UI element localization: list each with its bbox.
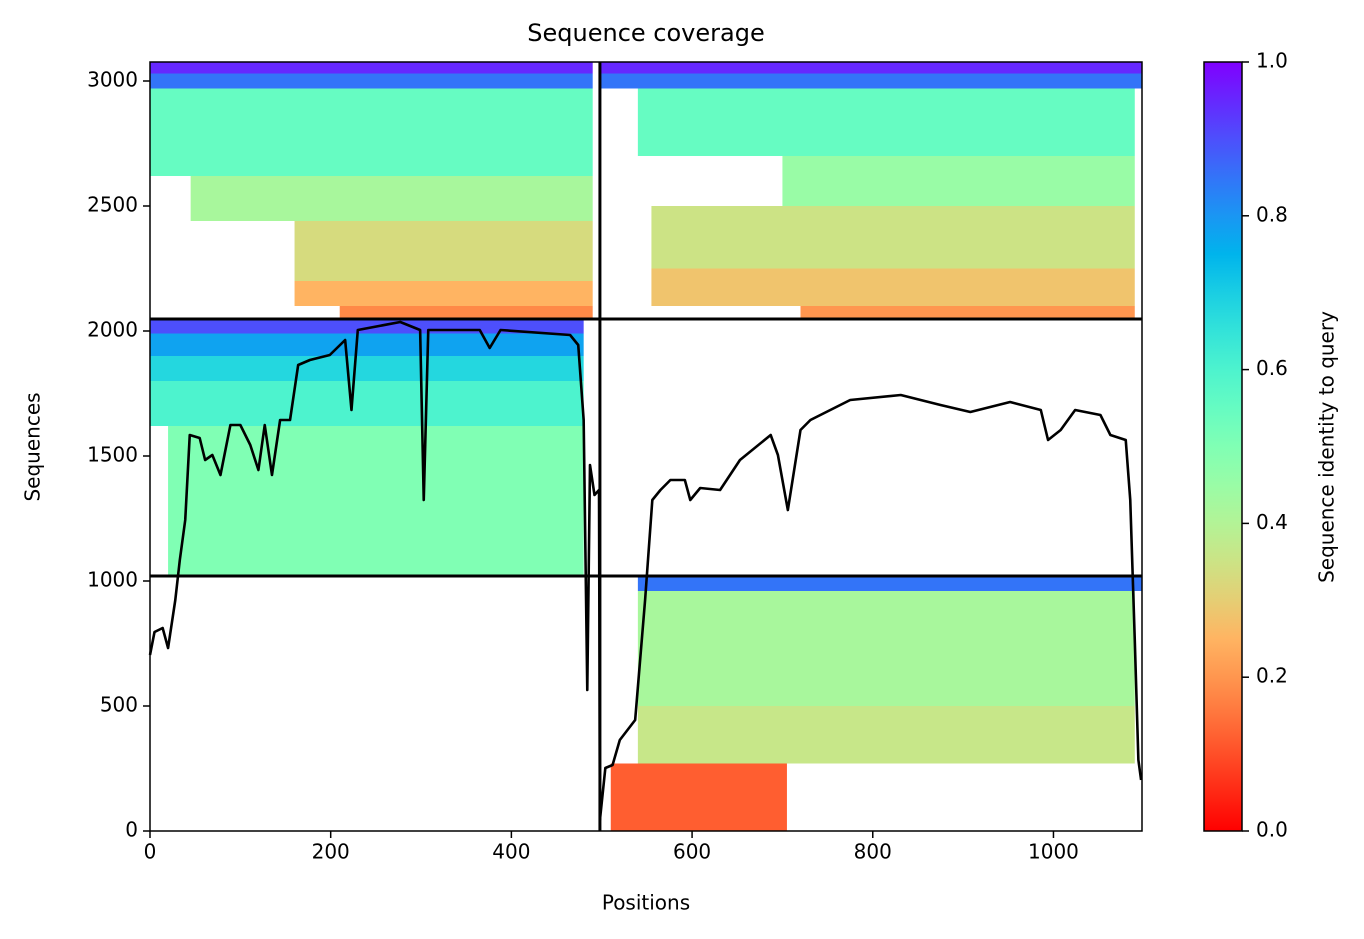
y-tick-label: 2000 [87,318,138,342]
x-tick-label: 0 [144,840,157,864]
x-tick-label: 200 [312,840,350,864]
identity-block [599,62,1142,74]
identity-block [637,576,1142,591]
x-tick-label: 600 [673,840,711,864]
identity-block [150,62,593,74]
colorbar-tick-label: 0.8 [1256,202,1288,226]
y-tick-label: 500 [100,693,138,717]
y-tick-label: 0 [125,818,138,842]
identity-block [150,88,593,176]
identity-block [637,591,1135,706]
identity-block [637,706,1135,764]
identity-block [782,156,1135,206]
identity-block [150,381,584,426]
identity-block [150,73,593,89]
identity-block [651,268,1135,306]
identity-block [294,221,593,281]
y-tick-label: 3000 [87,68,138,92]
x-axis-label: Positions [602,891,690,915]
colorbar [1203,61,1243,832]
identity-block [800,306,1135,319]
y-tick-label: 2500 [87,193,138,217]
colorbar-tick-label: 1.0 [1256,49,1288,73]
x-tick-label: 800 [854,840,892,864]
colorbar-tick-label: 0.4 [1256,510,1288,534]
plot-frame [149,61,1143,832]
colorbar-tick-label: 0.6 [1256,356,1288,380]
colorbar-tick-label: 0.0 [1256,818,1288,842]
identity-block [190,176,593,221]
x-tick-label: 1000 [1028,840,1079,864]
y-tick-label: 1500 [87,443,138,467]
y-axis-label: Sequences [21,392,45,501]
identity-block [637,88,1135,156]
identity-block [339,306,593,319]
coverage-line [148,320,1143,822]
identity-block [599,73,1142,89]
colorbar-tick-label: 0.2 [1256,664,1288,688]
identity-block [150,356,584,381]
identity-block [651,206,1135,269]
chart-title: Sequence coverage [527,19,764,47]
identity-block [294,281,593,306]
y-tick-label: 1000 [87,568,138,592]
x-tick-label: 400 [492,840,530,864]
identity-block [150,333,584,356]
identity-block [168,426,584,576]
colorbar-label: Sequence identity to query [1315,311,1339,583]
identity-block [610,763,787,831]
